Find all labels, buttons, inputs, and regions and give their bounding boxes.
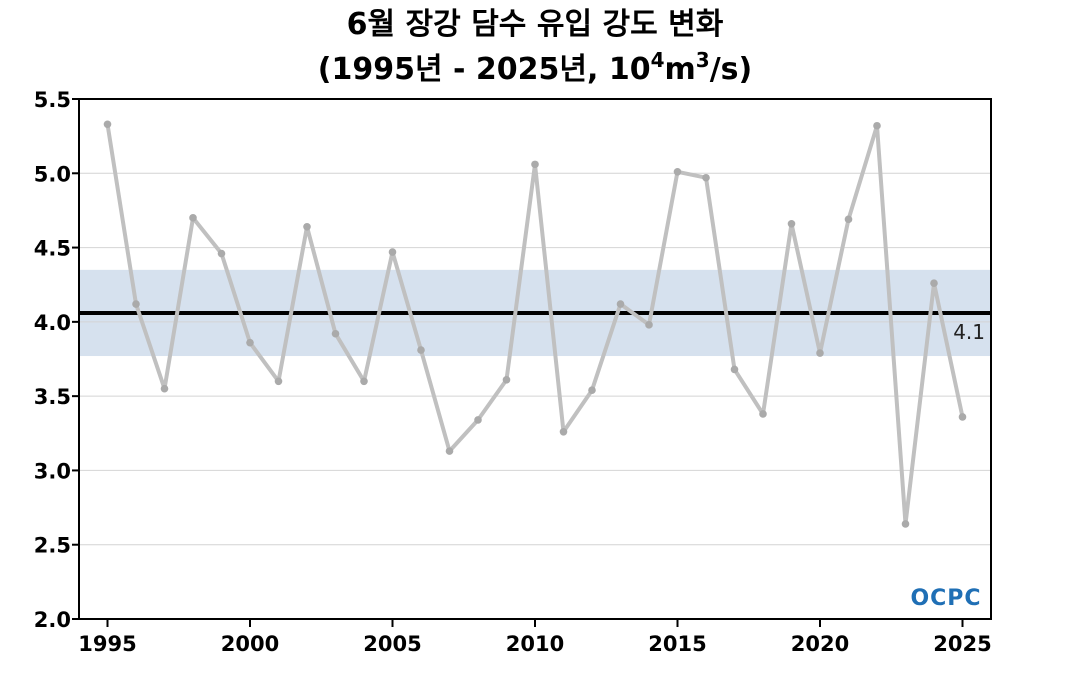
x-tick-label: 2015: [648, 632, 706, 656]
data-point: [132, 300, 140, 308]
chart-title-line2: (1995년 - 2025년, 104m3/s): [318, 48, 752, 87]
data-point: [531, 160, 539, 169]
y-tick-label: 3.0: [34, 459, 71, 483]
x-tick-label: 2000: [221, 632, 279, 656]
data-point: [702, 173, 710, 182]
x-tick-label: 2005: [363, 632, 421, 656]
data-point: [730, 365, 739, 374]
y-tick-label: 4.5: [34, 237, 71, 261]
plot-background: [79, 99, 991, 619]
y-tick-label: 2.0: [34, 608, 71, 632]
title-line2-prefix: (1995년 - 2025년, 10: [318, 52, 651, 87]
data-point: [360, 377, 368, 386]
data-point: [616, 300, 625, 308]
data-point: [502, 376, 511, 384]
data-point: [445, 447, 454, 455]
y-tick-label: 2.5: [34, 534, 71, 558]
ocpc-logo: OCPC: [910, 586, 981, 611]
data-point: [645, 321, 653, 329]
data-point: [873, 121, 881, 130]
data-point: [588, 386, 596, 395]
plot-area: 4.1 2.0 2.5 3.0 3.5 4.0 4.5 5.0 5.5 1995 2000 2005 2…: [34, 88, 992, 656]
chart-title-line1: 6월 장강 담수 유입 강도 변화: [347, 7, 724, 42]
mean-label: 4.1: [953, 320, 985, 344]
data-point: [816, 349, 824, 357]
data-point: [331, 329, 340, 338]
data-point: [901, 520, 910, 528]
data-point: [673, 168, 682, 176]
data-point: [759, 410, 767, 418]
title-line2-superscript-1: 4: [651, 48, 665, 72]
data-point: [217, 249, 226, 258]
y-tick-label: 4.0: [34, 311, 71, 335]
y-tick-label: 5.5: [34, 88, 71, 112]
title-line2-suffix: /s): [710, 52, 753, 87]
data-point: [246, 338, 254, 347]
data-point: [787, 220, 796, 228]
data-point: [189, 214, 197, 222]
data-point: [303, 222, 311, 231]
data-point: [160, 384, 169, 393]
data-point: [103, 120, 112, 129]
y-tick-label: 3.5: [34, 385, 71, 409]
data-point: [417, 346, 425, 354]
data-point: [844, 215, 853, 224]
ocpc-logo-text: OCPC: [910, 586, 981, 611]
data-point: [958, 413, 967, 421]
data-point: [388, 248, 397, 256]
title-line2-superscript-2: 3: [696, 48, 710, 72]
x-tick-label: 2010: [506, 632, 564, 656]
x-tick-label: 2020: [791, 632, 849, 656]
y-tick-label: 5.0: [34, 162, 71, 186]
title-line2-middle: m: [665, 52, 696, 87]
data-point: [474, 416, 482, 424]
data-point: [274, 377, 283, 386]
data-point: [930, 279, 938, 288]
x-tick-label: 1995: [78, 632, 136, 656]
x-tick-label: 2025: [933, 632, 991, 656]
data-point: [559, 428, 568, 436]
